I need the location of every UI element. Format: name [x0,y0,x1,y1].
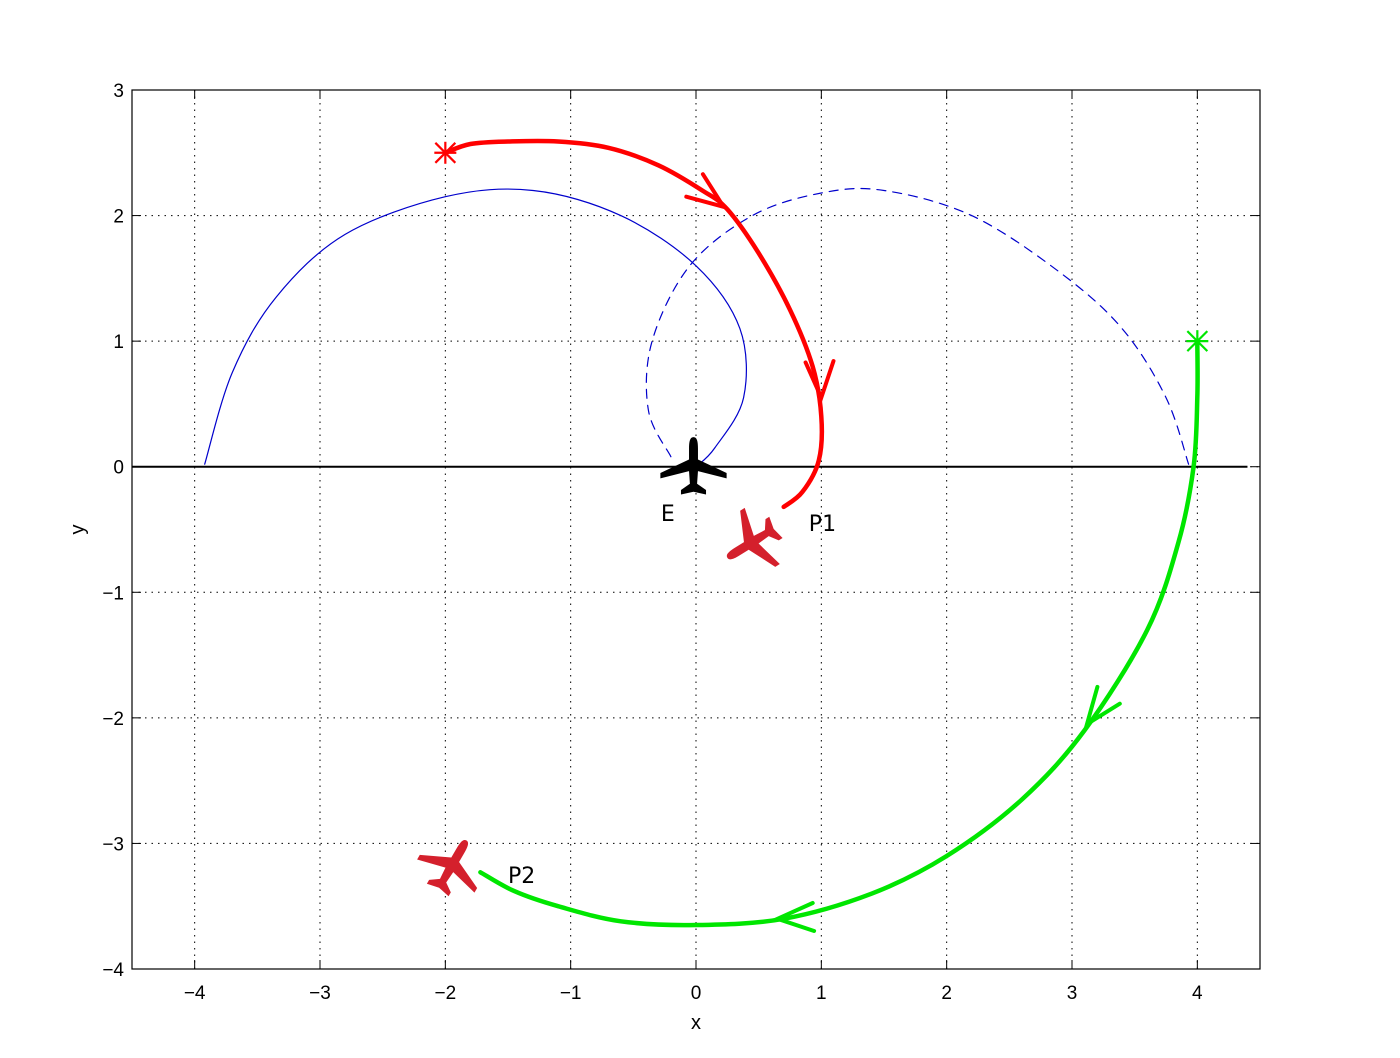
direction-arrow-3 [772,901,817,933]
x-tick-label: 2 [941,983,952,1004]
y-tick-label: 2 [113,207,124,228]
y-tick-label: −1 [102,583,124,604]
start-marker-0 [434,141,457,164]
direction-arrow-2 [1083,684,1122,729]
annotation-e: E [661,502,675,527]
aircraft-icons [417,437,783,897]
direction-arrows [684,172,1122,933]
x-tick-label: −2 [434,983,456,1004]
x-tick-label: −4 [184,983,206,1004]
annotation-p1: P1 [809,512,836,537]
x-tick-label: −3 [309,983,331,1004]
series-line-0 [204,188,747,468]
y-tick-label: 3 [113,81,124,102]
aircraft-e-icon [660,437,727,495]
start-markers [434,141,1209,353]
series-line-3 [478,338,1200,928]
y-tick-label: −2 [102,709,124,730]
x-tick-label: 3 [1067,983,1078,1004]
y-tick-label: 0 [113,458,124,479]
y-tick-label: −4 [102,960,124,981]
x-axis-label: x [691,1012,701,1034]
y-tick-label: −3 [102,834,124,855]
direction-arrow-0 [684,172,729,211]
x-tick-label: 0 [691,983,702,1004]
x-tick-label: −1 [560,983,582,1004]
direction-arrow-1 [803,359,836,404]
x-tick-label: 1 [816,983,827,1004]
axis-ticks: −4 −3 −2 −1 0 1 2 3 4 −4 −3 −2 −1 0 1 2 3 [102,81,1260,1004]
series-line-1 [645,187,1190,465]
start-marker-1 [1186,330,1209,353]
aircraft-p2-icon [417,839,478,897]
y-axis-label: y [67,525,89,535]
y-tick-label: 1 [113,332,124,353]
annotation-p2: P2 [508,864,535,889]
annotations: E P1 P2 [508,502,836,889]
x-tick-label: 4 [1192,983,1203,1004]
aircraft-p1-icon [726,507,783,567]
